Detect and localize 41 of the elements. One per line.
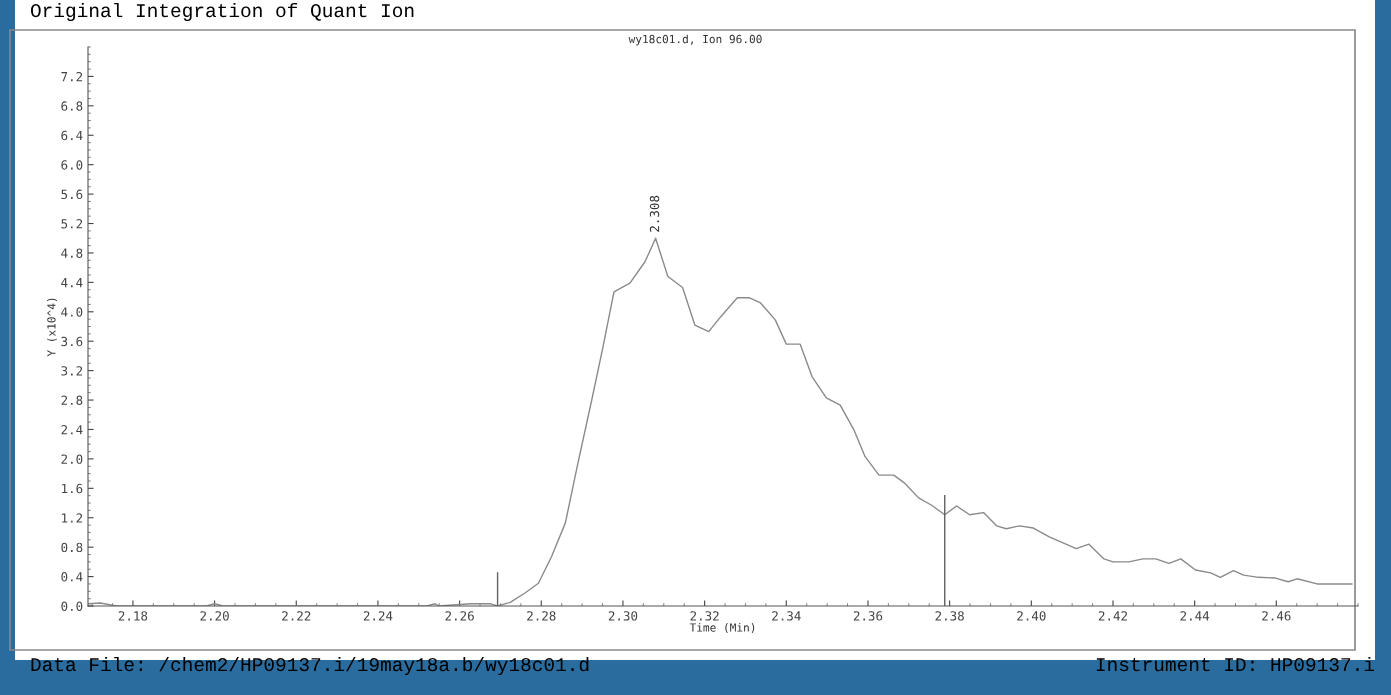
y-tick-label: 2.4 (61, 424, 83, 435)
chart-subtitle: wy18c01.d, Ion 96.00 (628, 34, 762, 46)
x-tick-label: 2.26 (445, 611, 474, 621)
y-tick-label: 2.8 (61, 395, 83, 406)
y-tick-label: 3.2 (61, 366, 83, 376)
x-tick-label: 2.24 (363, 611, 393, 621)
y-tick-label: 5.2 (61, 219, 83, 229)
y-tick-label: 0.8 (61, 542, 83, 553)
y-tick-label: 4.8 (61, 248, 83, 258)
x-tick-label: 2.46 (1262, 611, 1291, 621)
x-tick-label: 2.40 (1017, 611, 1046, 621)
x-tick-label: 2.34 (772, 611, 801, 621)
x-tick-label: 2.22 (282, 611, 311, 621)
x-tick-label: 2.28 (527, 611, 556, 621)
y-axis-title: Y (x10^4) (47, 298, 57, 357)
annotation: 2.308 (649, 195, 660, 232)
x-tick-label: 2.38 (935, 611, 964, 621)
x-tick-label: 2.20 (200, 611, 229, 621)
y-tick-label: 6.4 (61, 130, 83, 141)
y-tick-label: 6.0 (61, 160, 83, 170)
y-tick-label: 2.0 (61, 454, 83, 464)
y-tick-label: 1.2 (62, 513, 83, 523)
y-tick-label: 4.0 (61, 307, 83, 317)
text: Data File: /chem2/HP09137.i/19may18a.b/wy18c01.d (31, 656, 589, 676)
y-tick-label: 1.6 (62, 483, 83, 494)
y-tick-label: 0.0 (61, 601, 83, 611)
y-tick-label: 4.4 (61, 278, 83, 288)
x-tick-label: 2.42 (1098, 611, 1127, 621)
y-tick-label: 3.6 (61, 336, 83, 347)
y-tick-label: 5.6 (61, 189, 83, 200)
text: Instrument ID: HP09137.i (1096, 656, 1374, 672)
y-tick-label: 0.4 (61, 572, 83, 582)
y-tick-label: 6.8 (61, 101, 83, 111)
chart-title: Original Integration of Quant Ion (30, 2, 414, 22)
x-axis-title: Time (Min) (689, 623, 755, 633)
x-tick-label: 2.36 (853, 611, 883, 621)
x-tick-label: 2.30 (608, 611, 638, 621)
x-tick-label: 2.44 (1180, 611, 1210, 621)
x-tick-label: 2.18 (118, 611, 148, 621)
y-tick-label: 7.2 (61, 71, 83, 82)
x-tick-label: 2.32 (690, 611, 719, 621)
